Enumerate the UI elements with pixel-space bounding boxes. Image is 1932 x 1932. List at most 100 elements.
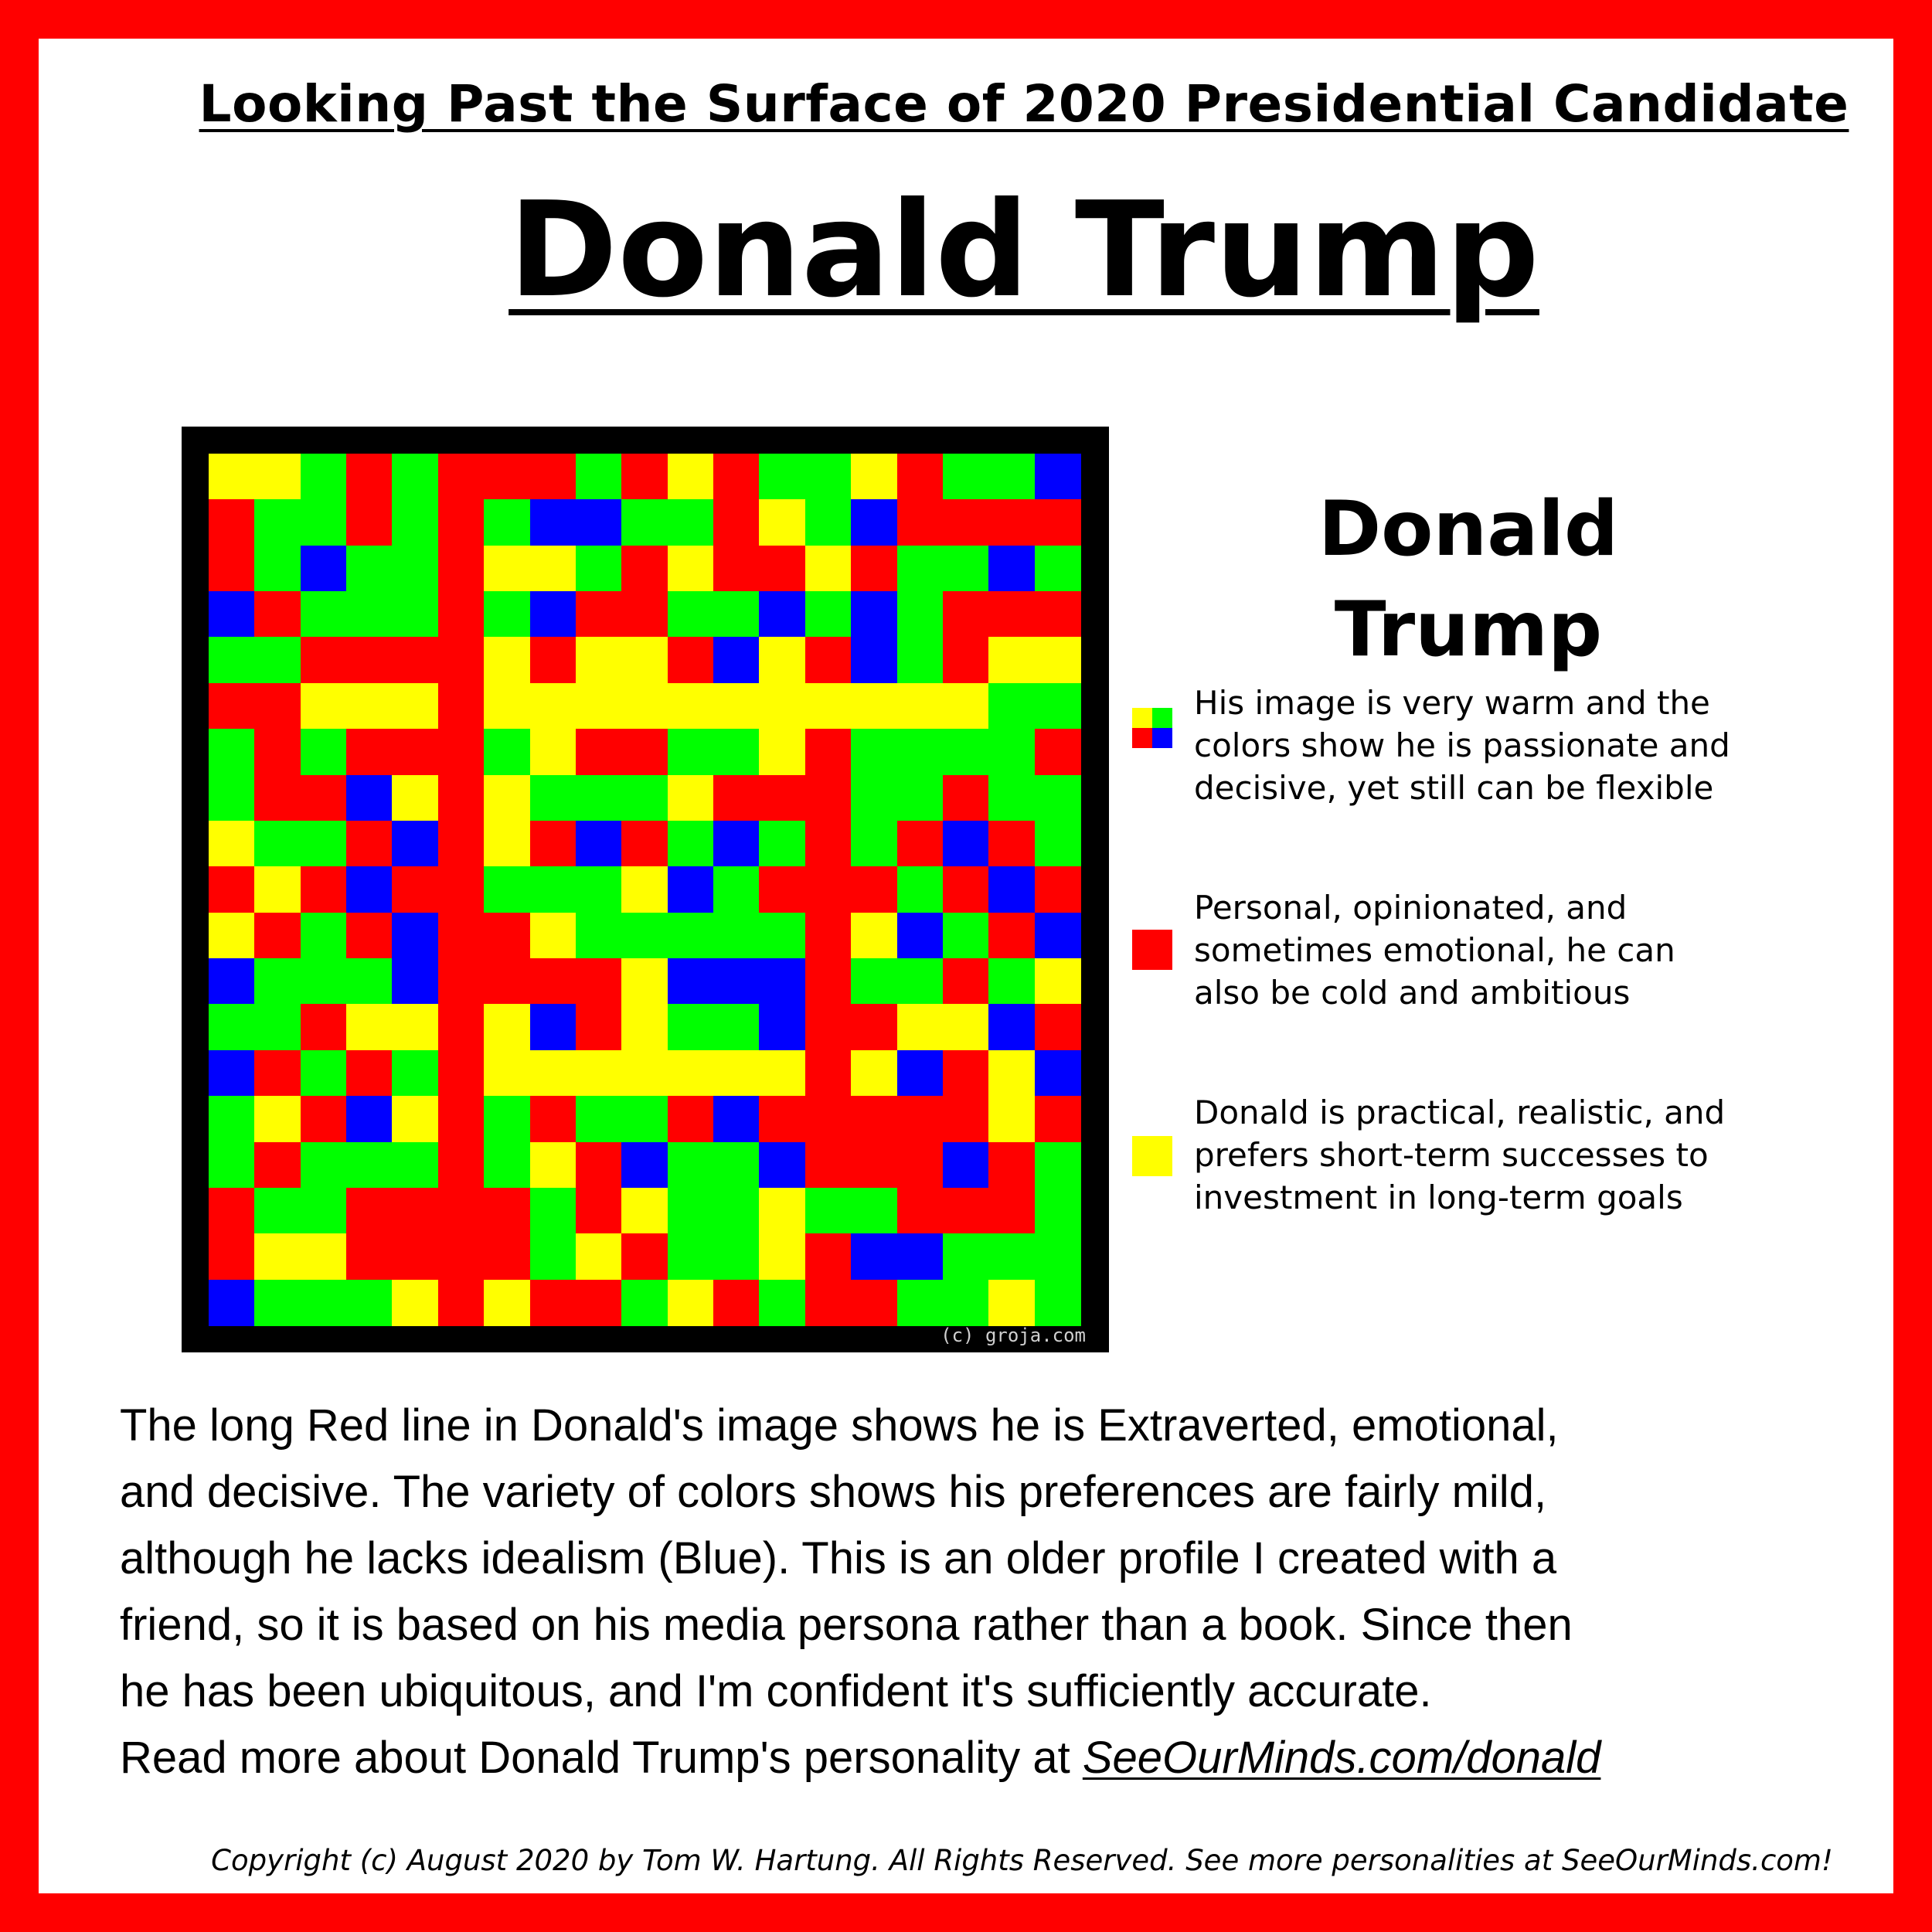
red-grid-cell bbox=[1034, 866, 1081, 913]
yellow-grid-cell bbox=[713, 1049, 760, 1097]
red-grid-cell bbox=[437, 545, 485, 592]
legend-line: decisive, yet still can be flexible bbox=[1194, 769, 1714, 807]
yellow-grid-cell bbox=[759, 637, 806, 684]
green-grid-cell bbox=[575, 545, 622, 592]
blue-grid-cell bbox=[851, 499, 898, 546]
yellow-grid-cell bbox=[392, 1004, 439, 1051]
yellow-grid-cell bbox=[392, 774, 439, 821]
yellow-grid-cell bbox=[621, 1187, 668, 1234]
blue-grid-cell bbox=[529, 591, 577, 638]
red-grid-cell bbox=[209, 682, 255, 730]
green-grid-cell bbox=[346, 958, 393, 1005]
green-grid-cell bbox=[1034, 1141, 1081, 1189]
red-grid-cell bbox=[575, 729, 622, 776]
legend-text: Donald is practical, realistic, and pref… bbox=[1194, 1091, 1750, 1219]
red-grid-cell bbox=[437, 637, 485, 684]
yellow-grid-cell bbox=[529, 545, 577, 592]
red-grid-cell bbox=[896, 1141, 944, 1189]
green-grid-cell bbox=[621, 1096, 668, 1143]
blue-grid-cell bbox=[713, 637, 760, 684]
blue-grid-cell bbox=[209, 591, 255, 638]
green-grid-cell bbox=[300, 454, 347, 500]
paragraph-line: friend, so it is based on his media pers… bbox=[120, 1600, 1573, 1650]
red-grid-cell bbox=[529, 1279, 577, 1326]
profile-link[interactable]: SeeOurMinds.com/donald bbox=[1082, 1733, 1601, 1783]
red-grid-cell bbox=[804, 637, 852, 684]
green-grid-cell bbox=[851, 729, 898, 776]
blue-grid-cell bbox=[667, 866, 714, 913]
red-grid-cell bbox=[254, 1141, 301, 1189]
green-grid-cell bbox=[667, 1141, 714, 1189]
blue-grid-cell bbox=[1034, 454, 1081, 500]
red-grid-cell bbox=[437, 1049, 485, 1097]
green-grid-cell bbox=[804, 454, 852, 500]
red-grid-cell bbox=[209, 499, 255, 546]
yellow-grid-cell bbox=[300, 682, 347, 730]
yellow-grid-cell bbox=[1034, 958, 1081, 1005]
green-grid-cell bbox=[575, 774, 622, 821]
red-grid-cell bbox=[759, 545, 806, 592]
green-grid-cell bbox=[667, 820, 714, 867]
red-grid-cell bbox=[851, 1004, 898, 1051]
red-grid-cell bbox=[851, 1096, 898, 1143]
green-grid-cell bbox=[667, 729, 714, 776]
red-grid-cell bbox=[804, 912, 852, 959]
yellow-grid-cell bbox=[254, 866, 301, 913]
yellow-grid-cell bbox=[621, 958, 668, 1005]
green-grid-cell bbox=[300, 1049, 347, 1097]
red-grid-cell bbox=[575, 1004, 622, 1051]
green-grid-cell bbox=[484, 591, 531, 638]
red-grid-cell bbox=[529, 958, 577, 1005]
yellow-grid-cell bbox=[942, 1004, 989, 1051]
red-grid-cell bbox=[896, 1096, 944, 1143]
red-grid-cell bbox=[713, 774, 760, 821]
green-grid-cell bbox=[484, 729, 531, 776]
yellow-grid-cell bbox=[209, 912, 255, 959]
green-grid-cell bbox=[988, 729, 1036, 776]
green-grid-cell bbox=[529, 1187, 577, 1234]
green-grid-cell bbox=[209, 774, 255, 821]
red-grid-cell bbox=[942, 958, 989, 1005]
green-grid-cell bbox=[254, 1004, 301, 1051]
red-grid-cell bbox=[209, 1233, 255, 1281]
yellow-cell bbox=[1132, 708, 1152, 728]
blue-cell bbox=[1152, 728, 1172, 748]
yellow-grid-cell bbox=[896, 682, 944, 730]
green-grid-cell bbox=[484, 1141, 531, 1189]
green-grid-cell bbox=[529, 1233, 577, 1281]
yellow-grid-cell bbox=[667, 1279, 714, 1326]
green-grid-cell bbox=[346, 545, 393, 592]
green-grid-cell bbox=[392, 591, 439, 638]
yellow-grid-cell bbox=[529, 729, 577, 776]
image-credit: (c) groja.com bbox=[940, 1325, 1086, 1346]
blue-grid-cell bbox=[1034, 1049, 1081, 1097]
legend-line: His image is very warm and the bbox=[1194, 684, 1710, 722]
page-subtitle: Looking Past the Surface of 2020 Preside… bbox=[199, 74, 1849, 134]
green-grid-cell bbox=[1034, 820, 1081, 867]
yellow-grid-cell bbox=[484, 1279, 531, 1326]
green-grid-cell bbox=[667, 1004, 714, 1051]
green-grid-cell bbox=[713, 591, 760, 638]
blue-grid-cell bbox=[529, 499, 577, 546]
green-grid-cell bbox=[851, 820, 898, 867]
green-grid-cell bbox=[621, 912, 668, 959]
green-grid-cell bbox=[484, 1096, 531, 1143]
red-grid-cell bbox=[942, 1049, 989, 1097]
yellow-grid-cell bbox=[254, 1233, 301, 1281]
green-grid-cell bbox=[988, 774, 1036, 821]
red-grid-cell bbox=[621, 820, 668, 867]
red-grid-cell bbox=[392, 1233, 439, 1281]
green-grid-cell bbox=[942, 729, 989, 776]
red-grid-cell bbox=[851, 1141, 898, 1189]
red-grid-cell bbox=[621, 454, 668, 500]
red-grid-cell bbox=[988, 820, 1036, 867]
red-grid-cell bbox=[804, 1233, 852, 1281]
blue-grid-cell bbox=[209, 1049, 255, 1097]
red-grid-cell bbox=[346, 1187, 393, 1234]
legend-line: also be cold and ambitious bbox=[1194, 974, 1631, 1012]
red-grid-cell bbox=[759, 1096, 806, 1143]
red-grid-cell bbox=[529, 637, 577, 684]
red-grid-cell bbox=[437, 912, 485, 959]
green-grid-cell bbox=[896, 637, 944, 684]
yellow-grid-cell bbox=[346, 1004, 393, 1051]
